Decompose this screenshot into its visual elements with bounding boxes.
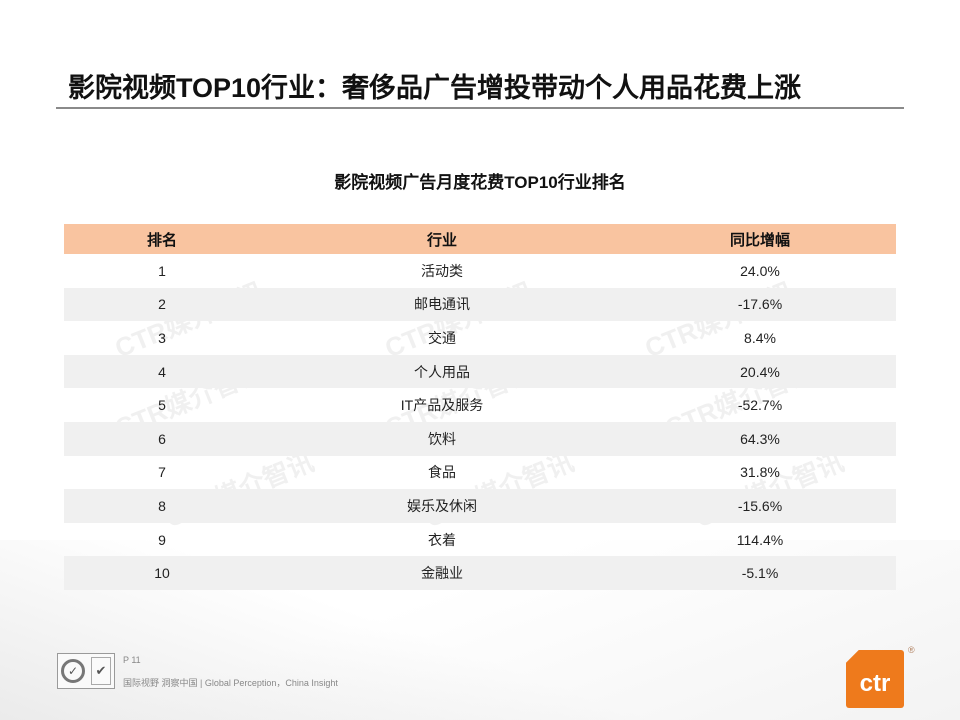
cell-rank: 6 [158,430,166,447]
table-row: 6 饮料 64.3% [64,421,896,456]
footer-slogan: 国际视野 洞察中国 | Global Perception，China Insi… [123,678,338,688]
table-row: 3 交通 8.4% [64,321,896,355]
table-row: 4 个人用品 20.4% [64,354,896,389]
cell-industry: 衣着 [428,531,456,548]
cell-yoy: 31.8% [740,464,780,481]
quality-check-icon: ✔ [91,657,111,685]
table-row: 2 邮电通讯 -17.6% [64,287,896,322]
cell-rank: 7 [158,464,166,481]
cell-industry: 活动类 [421,262,463,279]
cell-industry: 个人用品 [414,363,470,380]
cell-rank: 1 [158,262,166,279]
cell-yoy: 114.4% [736,531,784,548]
cell-yoy: -52.7% [737,397,783,414]
cell-rank: 8 [158,497,166,514]
cell-industry: 娱乐及休闲 [407,497,477,514]
title-divider [56,107,904,109]
logo-text: ctr [859,670,891,697]
table-row: 5 IT产品及服务 -52.7% [64,388,896,422]
registered-mark-icon: ® [908,645,915,655]
ranking-table: 排名 行业 同比增幅 1 活动类 24.0% 2 邮电通讯 -17.6% 3 交… [64,224,896,590]
page-title: 影院视频TOP10行业：奢侈品广告增投带动个人用品花费上涨 [68,73,802,103]
cell-yoy: -15.6% [737,497,783,514]
cell-yoy: -5.1% [741,565,779,582]
table-row: 8 娱乐及休闲 -15.6% [64,489,896,523]
cell-industry: IT产品及服务 [400,397,484,414]
cell-yoy: 24.0% [740,262,780,279]
cell-rank: 10 [154,565,170,582]
cell-industry: 食品 [428,464,456,481]
table-header-row: 排名 行业 同比增幅 [64,224,896,254]
sgs-cert-icon: ✓ [61,659,85,683]
cell-yoy: 64.3% [740,430,780,447]
table-row: 1 活动类 24.0% [64,254,896,288]
cell-rank: 2 [158,296,166,313]
cell-yoy: -17.6% [737,296,783,313]
table-row: 7 食品 31.8% [64,456,896,490]
cell-industry: 邮电通讯 [414,296,470,313]
cell-yoy: 20.4% [740,363,780,380]
cell-rank: 4 [158,363,166,380]
table-caption: 影院视频广告月度花费TOP10行业排名 [334,173,626,192]
header-yoy: 同比增幅 [729,231,790,249]
page-number: P 11 [123,655,141,665]
cell-industry: 交通 [428,329,456,346]
cell-rank: 3 [158,329,166,346]
cell-industry: 金融业 [421,565,463,582]
ctr-logo: ctr [846,650,904,708]
cell-rank: 9 [158,531,166,548]
certification-badges: ✓ ✔ [57,653,115,689]
cell-industry: 饮料 [428,430,456,447]
cell-rank: 5 [158,397,166,414]
table-row: 10 金融业 -5.1% [64,556,896,590]
table-row: 9 衣着 114.4% [64,523,896,557]
cell-yoy: 8.4% [744,329,776,346]
header-industry: 行业 [426,231,457,249]
header-rank: 排名 [146,231,177,249]
